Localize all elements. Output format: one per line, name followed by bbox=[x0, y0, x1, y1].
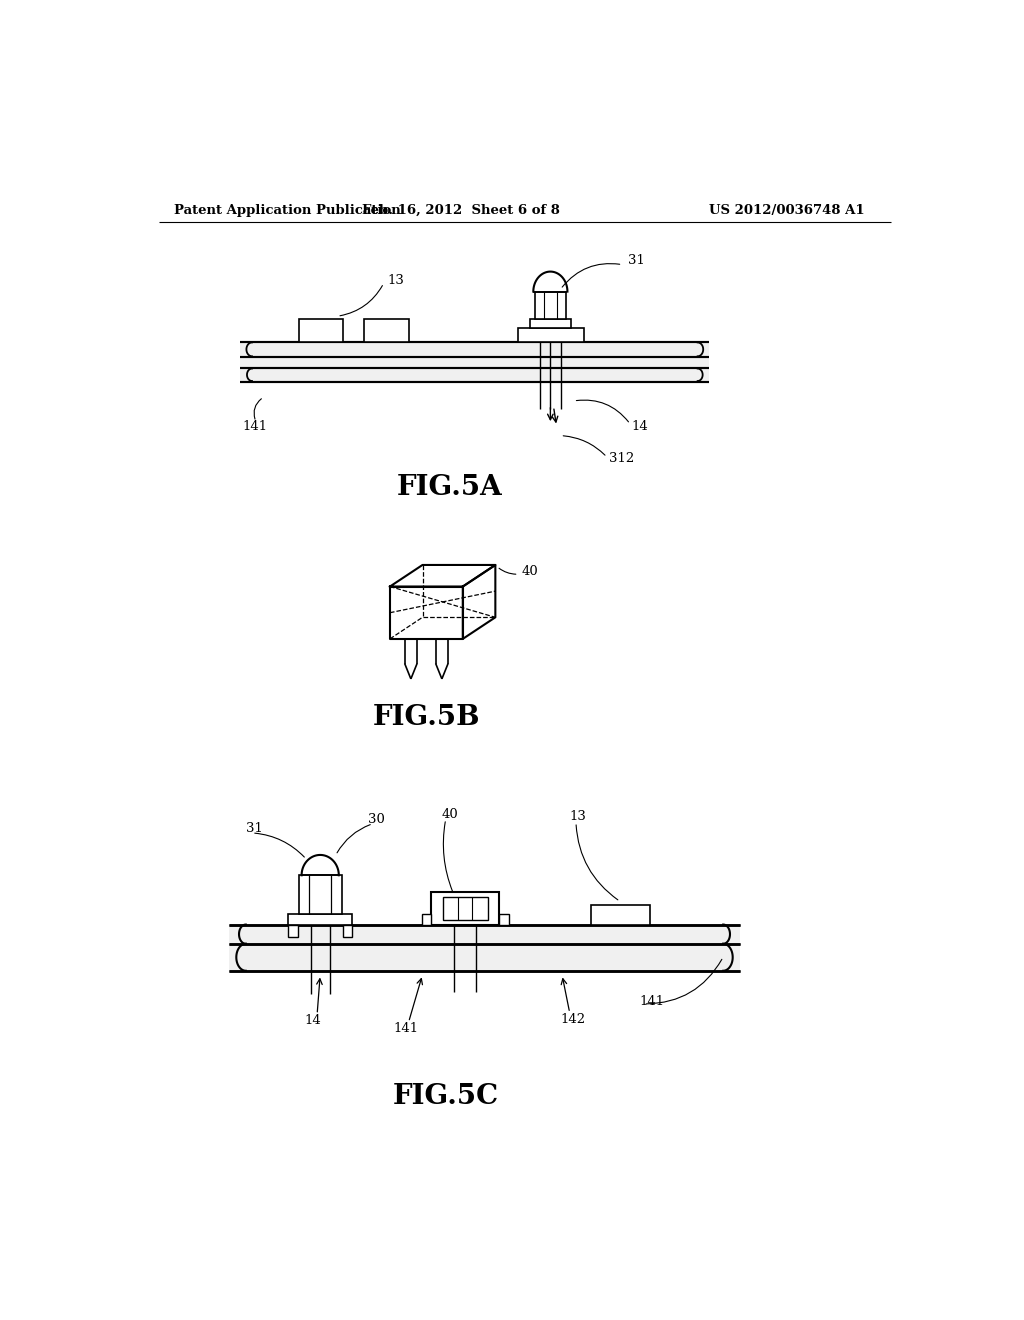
Text: 13: 13 bbox=[569, 810, 587, 824]
Text: FIG.5C: FIG.5C bbox=[392, 1082, 499, 1110]
Bar bbox=[299, 318, 343, 342]
Text: US 2012/0036748 A1: US 2012/0036748 A1 bbox=[709, 205, 864, 218]
Bar bbox=[592, 906, 649, 924]
Bar bbox=[289, 924, 298, 937]
Bar bbox=[530, 318, 570, 327]
Text: 13: 13 bbox=[388, 273, 404, 286]
Bar bbox=[442, 896, 487, 920]
Text: 30: 30 bbox=[369, 813, 385, 825]
Bar bbox=[343, 924, 352, 937]
Text: Patent Application Publication: Patent Application Publication bbox=[174, 205, 401, 218]
Text: 14: 14 bbox=[305, 1014, 322, 1027]
Text: 31: 31 bbox=[628, 255, 645, 268]
Text: 312: 312 bbox=[608, 453, 634, 465]
Bar bbox=[535, 292, 566, 318]
Text: Feb. 16, 2012  Sheet 6 of 8: Feb. 16, 2012 Sheet 6 of 8 bbox=[362, 205, 560, 218]
Bar bbox=[518, 327, 584, 342]
Bar bbox=[365, 318, 410, 342]
Text: 142: 142 bbox=[560, 1012, 586, 1026]
Bar bbox=[431, 892, 500, 924]
Text: 141: 141 bbox=[393, 1022, 418, 1035]
Bar bbox=[228, 924, 740, 970]
Text: 31: 31 bbox=[246, 822, 263, 834]
Text: 141: 141 bbox=[640, 995, 665, 1008]
Text: 40: 40 bbox=[521, 565, 539, 578]
Bar bbox=[289, 913, 352, 924]
Bar bbox=[299, 875, 342, 913]
Text: 40: 40 bbox=[442, 808, 459, 821]
Bar bbox=[500, 913, 509, 924]
Bar bbox=[422, 913, 431, 924]
Bar bbox=[241, 342, 710, 381]
Text: FIG.5A: FIG.5A bbox=[396, 474, 503, 502]
Text: 14: 14 bbox=[632, 420, 648, 433]
Text: 141: 141 bbox=[243, 420, 268, 433]
Text: FIG.5B: FIG.5B bbox=[373, 704, 480, 731]
